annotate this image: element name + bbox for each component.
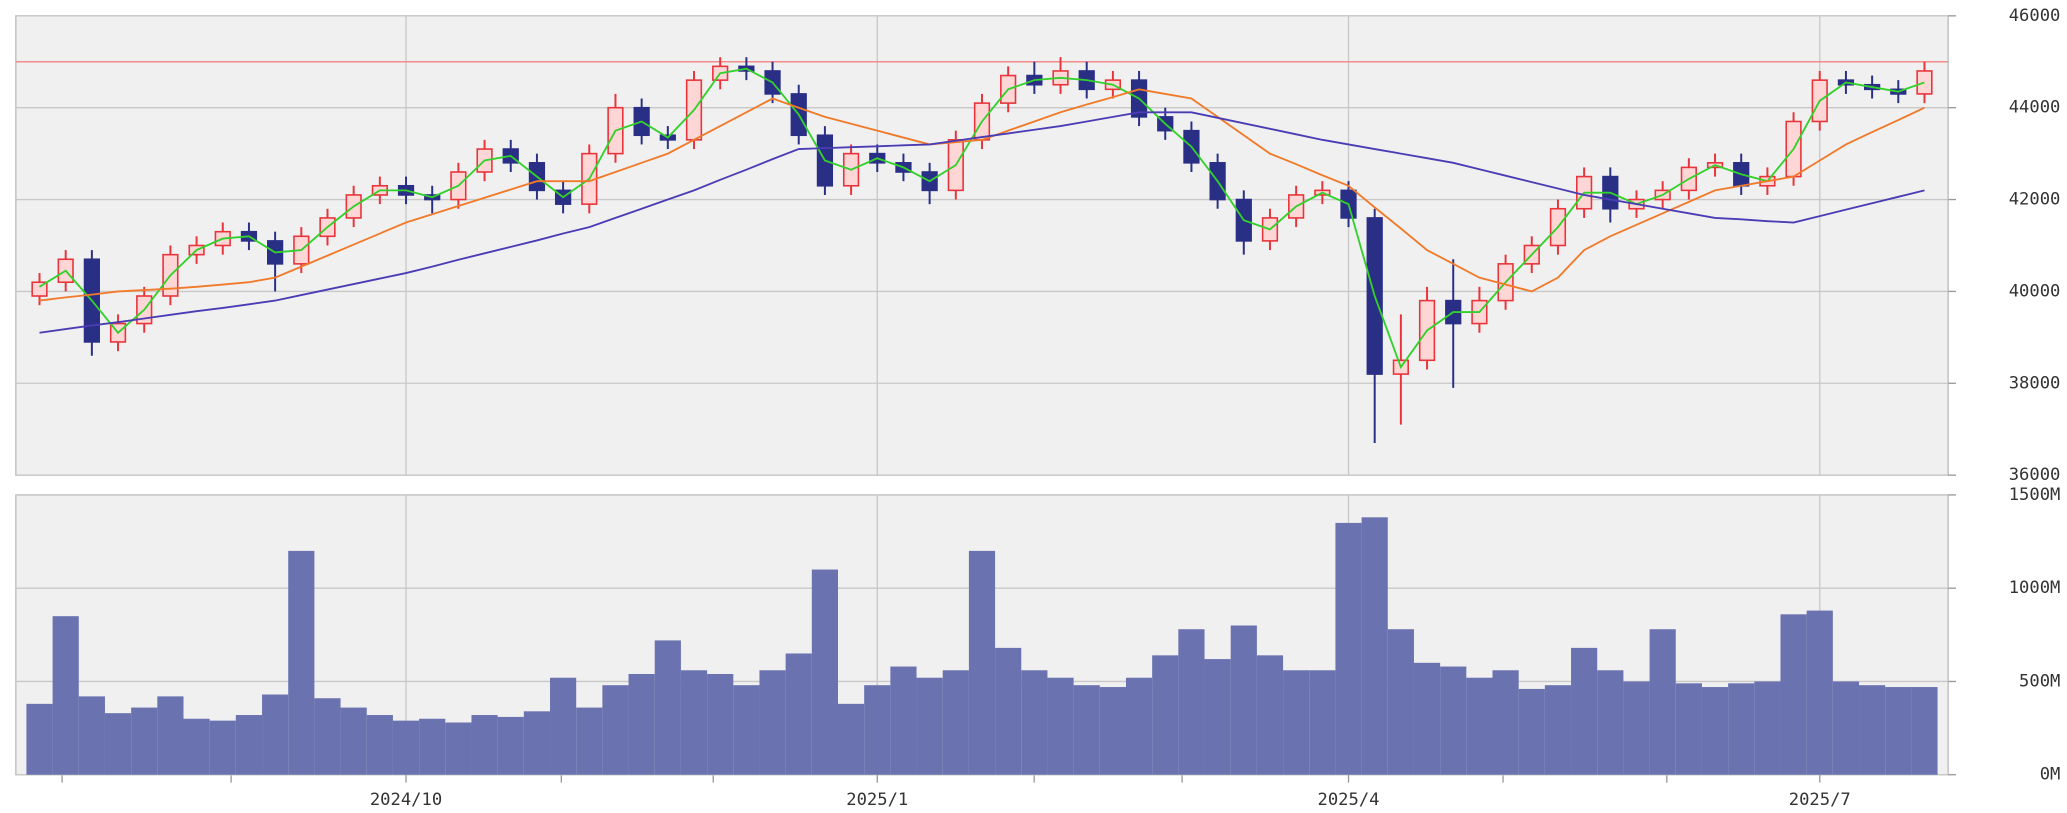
y-tick-label: 38000 [2009, 373, 2061, 393]
volume-bar [890, 666, 917, 775]
volume-bar [314, 698, 341, 775]
y-tick-label: 44000 [2009, 98, 2061, 118]
volume-bar [1152, 655, 1179, 775]
volume-bar [1466, 677, 1493, 775]
volume-bar [1073, 685, 1100, 775]
volume-bar [707, 673, 734, 775]
volume-bar [1597, 670, 1624, 775]
volume-bar [340, 707, 367, 775]
volume-bar [1413, 662, 1441, 775]
volume-bar [366, 715, 393, 775]
candle-body [31, 281, 48, 297]
volume-bar [1649, 629, 1676, 775]
volume-bar [1440, 666, 1467, 775]
volume-bar [392, 720, 420, 775]
volume-bar [654, 640, 681, 775]
volume-bar [1754, 681, 1781, 775]
moving-average-line [39, 67, 1925, 370]
volume-bar [864, 685, 891, 775]
volume-bar [811, 569, 838, 775]
volume-bar [523, 711, 551, 775]
x-tick-label: 2025/4 [1318, 790, 1380, 810]
volume-bar [1518, 688, 1545, 775]
volume-bar [1859, 685, 1886, 775]
volume-bar [602, 685, 629, 775]
volume-bar [1256, 655, 1284, 775]
volume-bar [1911, 687, 1938, 775]
y-tick-label: 0M [2040, 765, 2061, 785]
volume-bar [968, 550, 996, 775]
volume-bar [1728, 683, 1755, 775]
volume-bar [759, 670, 786, 775]
volume-bar [1361, 517, 1388, 775]
volume-bar [78, 696, 105, 775]
volume-bar [445, 722, 472, 775]
volume-bar [1047, 677, 1074, 775]
volume-bar [1885, 687, 1912, 775]
volume-bar [1125, 677, 1153, 775]
y-tick-label: 46000 [2009, 6, 2061, 26]
y-tick-label: 40000 [2009, 281, 2061, 301]
minor-ticks [61, 774, 1668, 783]
volume-bar [1571, 647, 1598, 775]
volume-bar [209, 720, 236, 775]
y-tick-label: 36000 [2009, 465, 2061, 485]
volume-bar [942, 670, 969, 775]
volume-bar [497, 716, 524, 775]
volume-bar [1675, 683, 1702, 775]
volume-bar [1099, 687, 1126, 775]
volume-bar [1283, 670, 1310, 775]
volume-bar [288, 550, 315, 775]
volume-bar [104, 713, 132, 775]
volume-bar [837, 703, 865, 775]
volume-bar [1204, 659, 1231, 775]
volume-bar [1021, 670, 1048, 775]
volume-bar [785, 653, 812, 775]
volume-bar [419, 718, 446, 775]
volume-bar [1832, 681, 1860, 775]
volume-bar [471, 715, 498, 775]
y-tick-label: 42000 [2009, 190, 2061, 210]
volume-bar [550, 677, 577, 775]
x-tick-label: 2024/10 [370, 790, 442, 810]
price-panel [15, 15, 1949, 476]
volume-bar [1780, 614, 1807, 775]
volume-bar [995, 647, 1022, 775]
volume-bar [916, 677, 943, 775]
volume-bar [1309, 670, 1336, 775]
volume-bar [733, 685, 760, 775]
candle-body [1916, 70, 1933, 95]
volume-bar [1806, 610, 1833, 775]
y-tick-label: 1000M [2009, 578, 2061, 598]
y-tick-label: 500M [2019, 671, 2060, 691]
volume-bar [235, 715, 263, 775]
moving-average-line [39, 88, 1925, 302]
volume-bar [1544, 685, 1572, 775]
volume-bar [183, 718, 210, 775]
volume-bar [131, 707, 158, 775]
y-tick-label: 1500M [2009, 485, 2061, 505]
volume-bar [628, 673, 655, 775]
volume-bar [52, 616, 79, 775]
volume-bar [262, 694, 289, 775]
volume-bar [680, 670, 708, 775]
volume-bar [1335, 522, 1362, 775]
x-tick-label: 2025/1 [846, 790, 908, 810]
volume-bar [1230, 625, 1257, 775]
volume-bar [1701, 687, 1729, 775]
volume-bar [26, 703, 53, 775]
volume-bar [576, 707, 603, 775]
volume-bar [1178, 629, 1205, 775]
volume-bar [1623, 681, 1650, 775]
moving-average-line [39, 111, 1925, 334]
volume-bar [1492, 670, 1519, 775]
volume-bar [1387, 629, 1414, 775]
x-tick-label: 2025/7 [1789, 790, 1851, 810]
volume-bar [157, 696, 184, 775]
